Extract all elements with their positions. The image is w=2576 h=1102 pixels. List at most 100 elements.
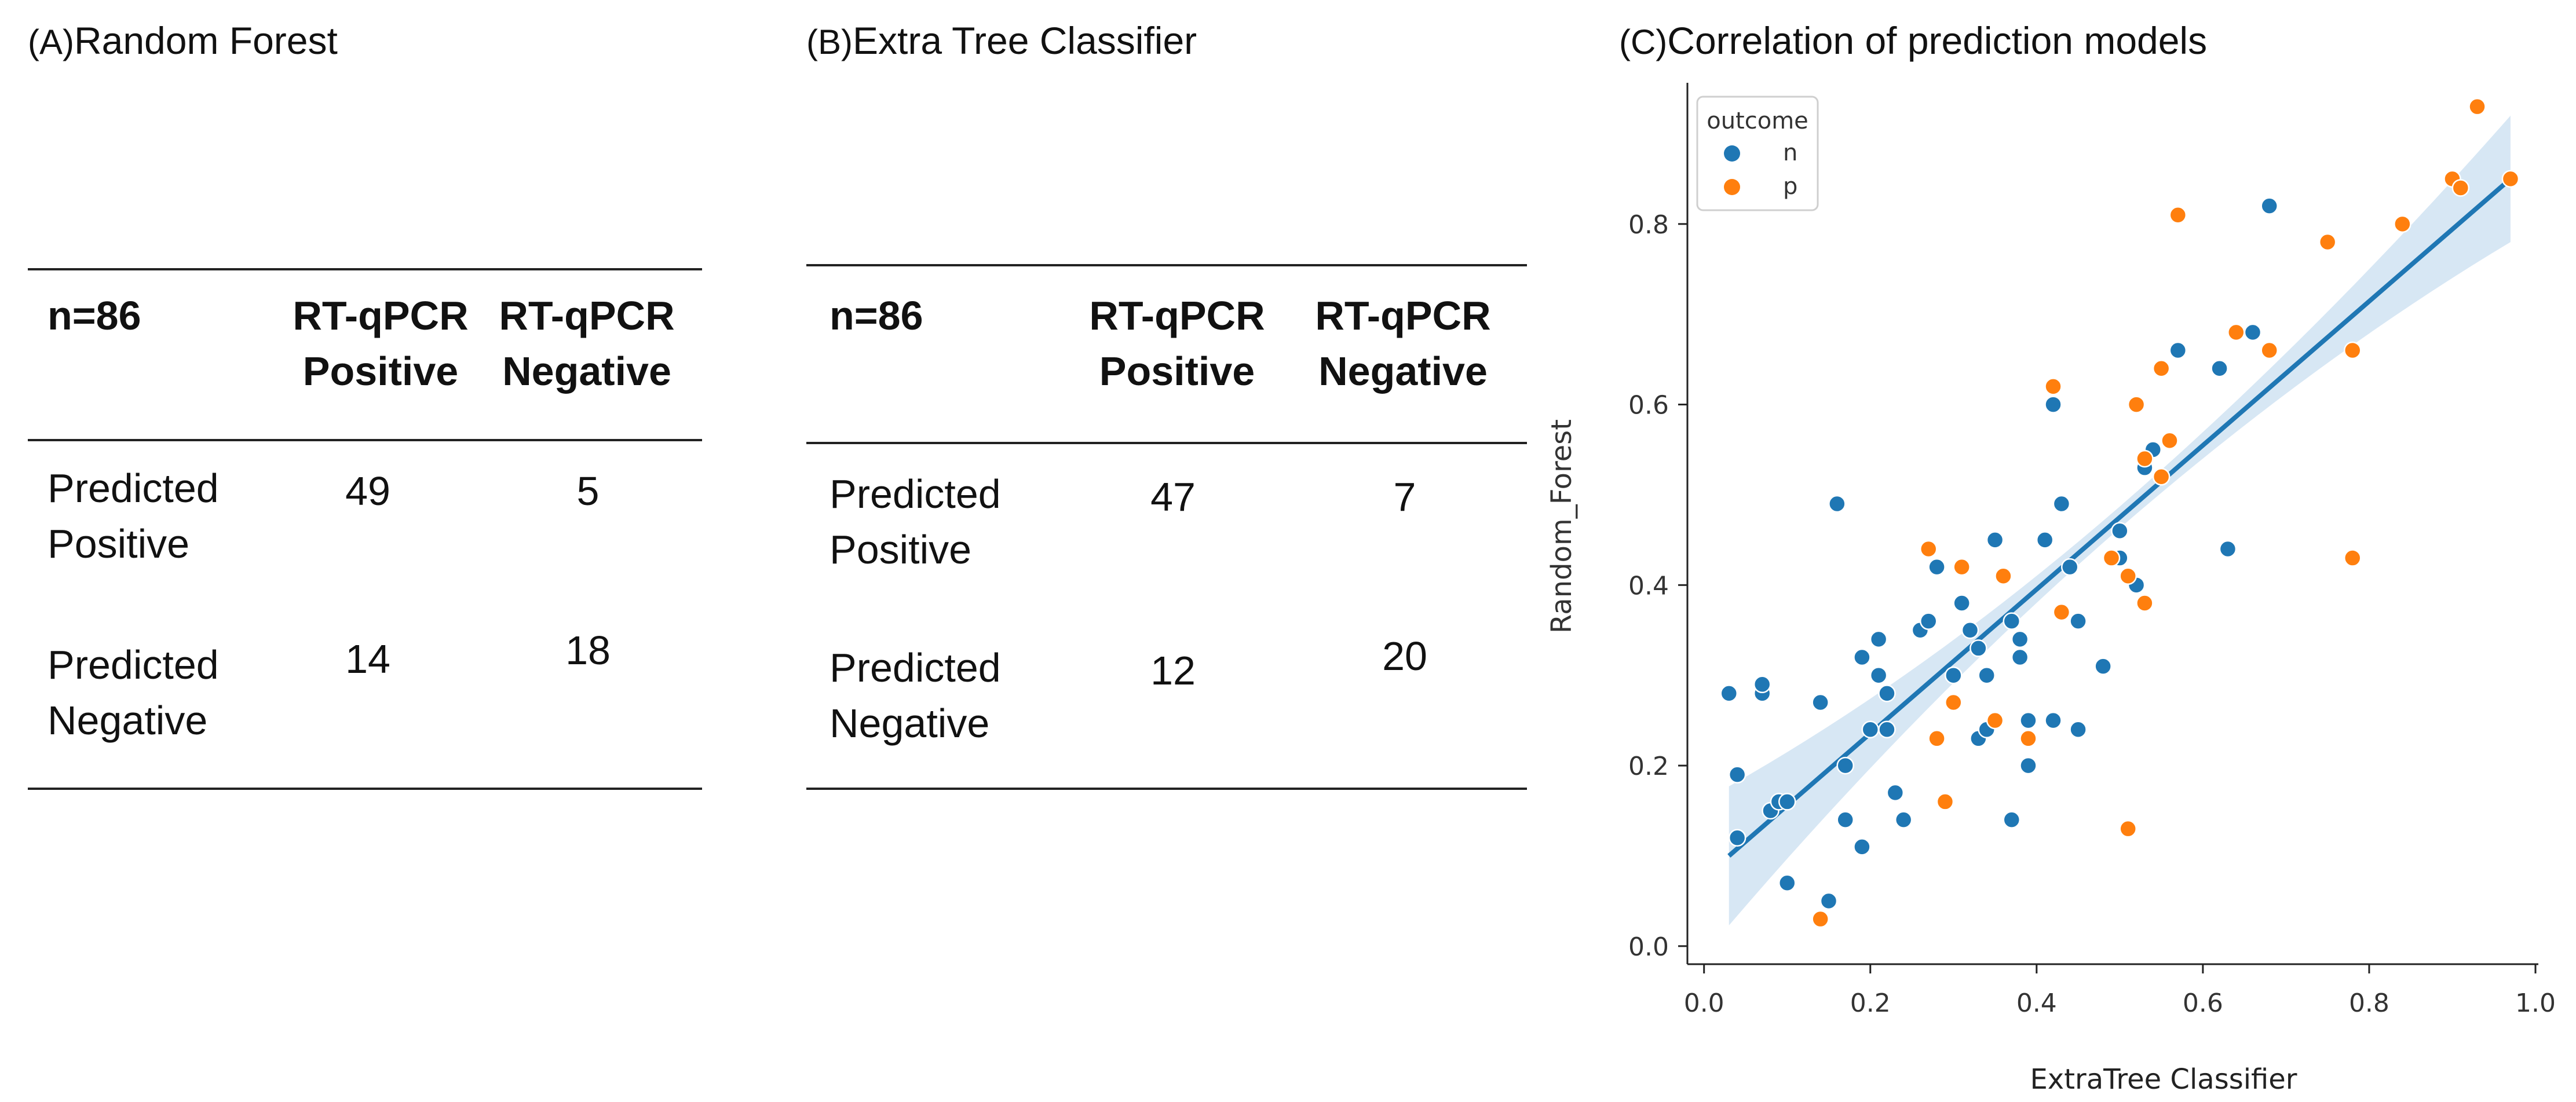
data-point-n — [1953, 594, 1971, 612]
data-point-n — [2003, 612, 2021, 630]
x-tick-label: 0.4 — [2016, 988, 2057, 1018]
data-point-n — [1869, 666, 1888, 684]
data-point-n — [1819, 892, 1838, 910]
cell-rf-pos-neg: 5 — [576, 468, 600, 514]
table-bottom-rule — [806, 788, 1527, 790]
data-point-n — [1720, 684, 1738, 702]
data-point-n — [1853, 838, 1871, 856]
data-point-p — [2343, 549, 2362, 567]
data-point-n — [1811, 693, 1829, 712]
panel-b-title-text: Extra Tree Classifier — [852, 19, 1197, 62]
panel-c-title: (C)Correlation of prediction models — [1619, 19, 2207, 63]
data-point-p — [2102, 549, 2121, 567]
data-point-p — [2119, 819, 2137, 838]
data-point-n — [1778, 793, 1796, 811]
table-header-positive: RT-qPCR Positive — [1089, 293, 1265, 394]
table-header-rule — [806, 442, 1527, 444]
data-point-n — [1961, 621, 1979, 639]
data-point-p — [2019, 730, 2037, 748]
data-point-p — [2044, 378, 2062, 396]
data-point-p — [2136, 594, 2154, 612]
data-point-n — [2094, 657, 2112, 675]
panel-a-label: (A) — [28, 23, 74, 61]
legend: outcome np — [1696, 96, 1819, 211]
table-top-rule — [28, 268, 702, 270]
x-tick-label: 0.0 — [1684, 988, 1724, 1018]
regression-line — [1727, 177, 2512, 858]
data-point-n — [1894, 811, 1913, 829]
cell-et-neg-neg: 20 — [1382, 634, 1427, 679]
row-label-predicted-positive: Predicted Positive — [830, 471, 1001, 572]
panel-b-title: (B)Extra Tree Classifier — [806, 19, 1197, 63]
data-point-n — [1919, 612, 1938, 630]
data-point-p — [1994, 567, 2012, 585]
data-point-n — [1986, 531, 2004, 549]
data-point-p — [2343, 341, 2362, 360]
data-point-p — [1986, 711, 2004, 730]
data-point-p — [2169, 206, 2187, 224]
legend-marker-n — [1724, 145, 1740, 162]
data-point-n — [1753, 675, 1771, 694]
data-point-n — [1970, 639, 1987, 657]
data-point-p — [1936, 793, 1954, 811]
cell-rf-neg-neg: 18 — [565, 628, 611, 673]
y-tick-label: 0.2 — [1628, 752, 1669, 781]
data-point-n — [1878, 684, 1896, 702]
data-point-p — [2052, 603, 2071, 621]
cell-et-neg-pos: 12 — [1150, 648, 1196, 693]
y-tick-label: 0.8 — [1628, 210, 1669, 240]
data-point-n — [2069, 612, 2087, 630]
data-point-p — [2161, 431, 2179, 450]
data-point-n — [2069, 720, 2087, 738]
cell-rf-pos-pos: 49 — [345, 468, 390, 514]
data-point-p — [2152, 468, 2171, 486]
table-header-negative: RT-qPCR Negative — [1315, 293, 1491, 394]
data-point-p — [2227, 323, 2245, 342]
axes: 0.0 0.2 0.4 0.6 0.8 1.0 0.0 0.2 0.4 0.6 0.8 ExtraTr… — [1545, 83, 2556, 1096]
x-tick-label: 0.8 — [2349, 988, 2389, 1018]
legend-label-p: p — [1783, 173, 1797, 200]
table-bottom-rule — [28, 788, 702, 790]
data-point-p — [2468, 97, 2486, 116]
data-point-p — [2119, 567, 2137, 585]
data-point-n — [2036, 531, 2054, 549]
table-header-positive: RT-qPCR Positive — [293, 293, 469, 394]
y-tick-label: 0.6 — [1628, 391, 1669, 420]
legend-marker-p — [1724, 179, 1740, 195]
panel-a-title: (A)Random Forest — [28, 19, 338, 63]
data-point-p — [1928, 730, 1946, 748]
panel-c-title-text: Correlation of prediction models — [1667, 19, 2208, 62]
panel-a-title-text: Random Forest — [74, 19, 338, 62]
data-point-n — [2219, 540, 2237, 558]
data-point-p — [2394, 215, 2411, 233]
data-point-n — [1728, 766, 1746, 784]
data-point-n — [2011, 648, 2029, 667]
data-point-n — [2244, 323, 2262, 342]
x-axis-label: ExtraTree Classifier — [2030, 1063, 2297, 1096]
data-point-n — [1778, 874, 1796, 892]
row-label-predicted-negative: Predicted Negative — [47, 642, 219, 743]
data-point-p — [2136, 449, 2154, 468]
data-point-n — [2044, 711, 2062, 730]
data-point-n — [1728, 829, 1746, 847]
data-point-n — [2060, 558, 2079, 576]
table-header-n: n=86 — [47, 293, 141, 338]
data-point-n — [2003, 811, 2021, 829]
legend-label-n: n — [1783, 140, 1797, 166]
data-point-n — [1878, 720, 1896, 738]
data-point-n — [1836, 756, 1854, 775]
data-point-n — [2111, 522, 2129, 540]
data-point-n — [2052, 495, 2071, 513]
data-point-p — [2127, 396, 2146, 413]
table-header-negative: RT-qPCR Negative — [499, 293, 675, 394]
plot-area — [1720, 97, 2520, 928]
data-point-n — [2210, 359, 2228, 378]
x-tick-label: 0.2 — [1850, 988, 1891, 1018]
data-point-n — [1828, 495, 1846, 513]
data-point-n — [1836, 811, 1854, 829]
data-point-n — [1928, 558, 1946, 576]
data-point-n — [1978, 666, 1996, 684]
data-point-p — [2260, 341, 2278, 360]
data-point-p — [2318, 233, 2337, 251]
data-point-n — [1869, 630, 1888, 649]
